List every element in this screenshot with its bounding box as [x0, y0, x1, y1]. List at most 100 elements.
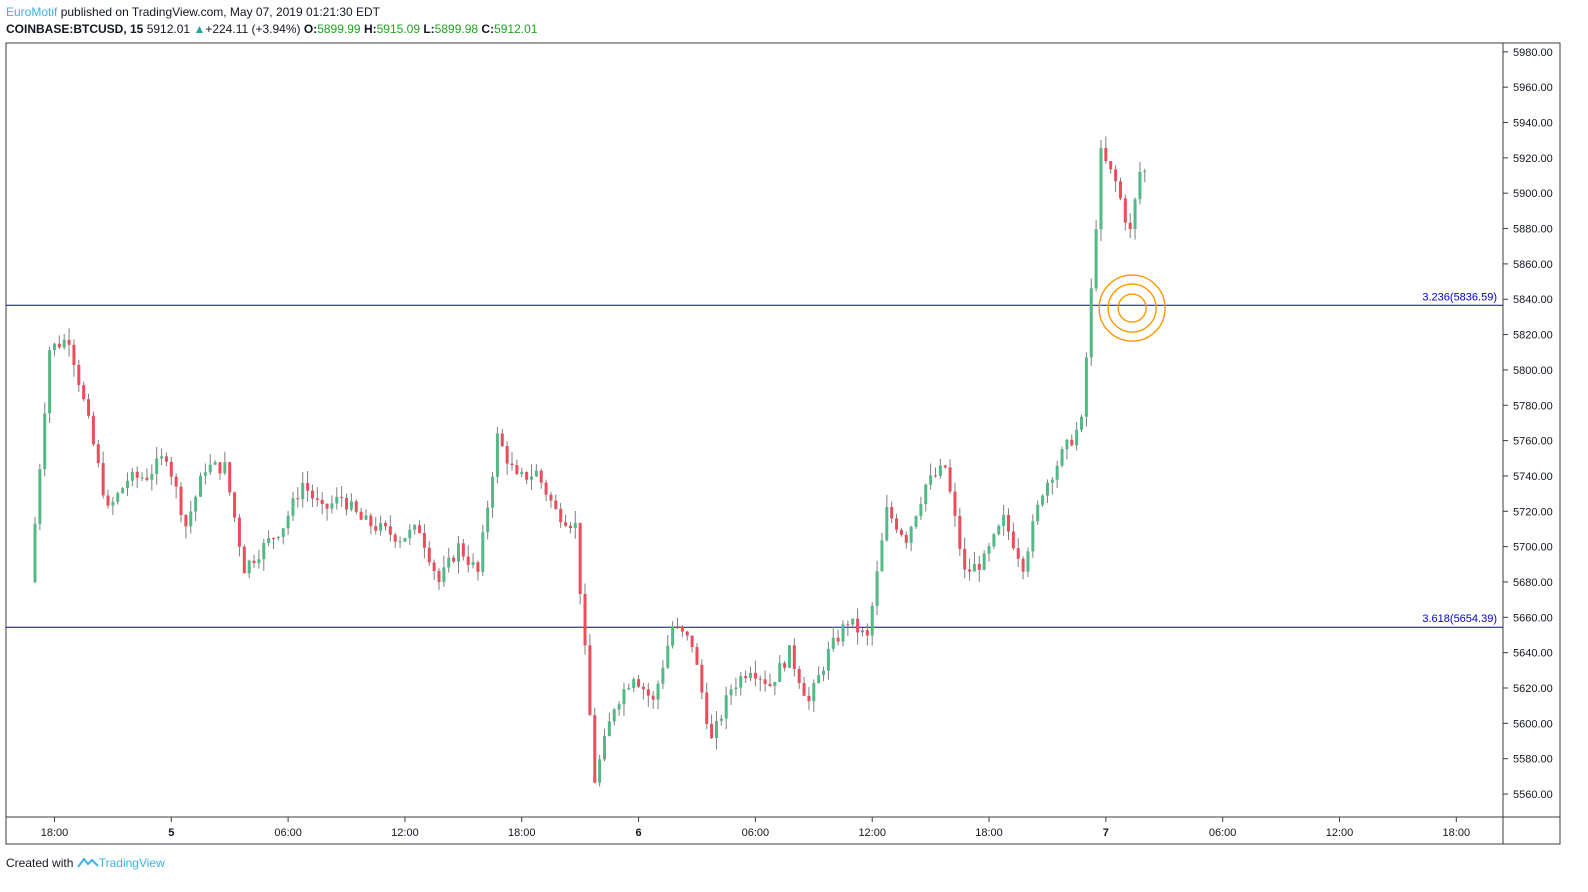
candle-body [549, 494, 553, 501]
marker-circle[interactable] [1098, 274, 1166, 342]
candle-body [525, 471, 529, 480]
x-tick-label: 7 [1103, 827, 1109, 839]
candle-body [612, 709, 616, 722]
candle-body [783, 663, 787, 668]
candle-body [890, 507, 894, 519]
candle-body [1060, 449, 1064, 466]
candle-body [422, 533, 426, 548]
candle-body [851, 618, 855, 625]
candle-body [856, 618, 860, 633]
candle-body [938, 465, 942, 476]
candle-body [481, 532, 485, 572]
close-label: C: [481, 22, 495, 36]
x-tick-label: 5 [168, 827, 174, 839]
candle-body [461, 543, 465, 557]
symbol-ohlc-line: COINBASE:BTCUSD, 15 5912.01 ▲+224.11 (+3… [6, 22, 537, 36]
candle-body [977, 563, 981, 570]
x-tick-label: 18:00 [975, 827, 1003, 839]
candle-body [62, 339, 66, 348]
candle-body [388, 526, 392, 535]
tradingview-brand[interactable]: TradingView [98, 856, 165, 870]
candle-body [637, 679, 641, 687]
last-price: 5912.01 [146, 22, 191, 36]
candle-body [875, 571, 879, 606]
candle-body [865, 630, 869, 636]
author-link[interactable]: EuroMotif [6, 5, 58, 19]
candle-body [578, 522, 582, 594]
candle-body [860, 630, 864, 633]
low-value: 5899.98 [434, 22, 479, 36]
candle-body [924, 484, 928, 505]
candle-body [1109, 161, 1113, 170]
candle-body [1021, 558, 1025, 572]
candle-body [383, 522, 387, 527]
high-value: 5915.09 [376, 22, 420, 36]
candle-body [1094, 229, 1098, 289]
candle-body [919, 504, 923, 517]
candle-body [1036, 504, 1040, 522]
candle-body [568, 525, 572, 529]
candle-body [719, 718, 723, 721]
candle-body [968, 569, 972, 572]
candle-body [602, 736, 606, 760]
y-tick-label: 5680.00 [1513, 577, 1553, 589]
candle-body [627, 687, 631, 690]
candle-body [797, 669, 801, 684]
candle-body [646, 689, 650, 696]
candle-body [895, 518, 899, 530]
candle-body [802, 683, 806, 696]
candle-body [744, 676, 748, 679]
candle-body [690, 635, 694, 648]
x-tick-label: 12:00 [858, 827, 886, 839]
created-with-text: Created with [6, 856, 74, 870]
y-tick-label: 5840.00 [1513, 294, 1553, 306]
candle-body [500, 433, 504, 447]
candle-body [403, 538, 407, 542]
candle-body [1075, 429, 1079, 446]
candle-body [758, 678, 762, 680]
candle-body [169, 461, 173, 477]
candle-body [418, 525, 422, 534]
candle-body [345, 497, 349, 510]
candle-body [778, 663, 782, 682]
candle-body [831, 637, 835, 649]
candle-body [972, 563, 976, 572]
candle-body [987, 546, 991, 554]
x-tick-label: 06:00 [742, 827, 770, 839]
marker-circle[interactable] [1107, 283, 1157, 333]
candle-body [948, 467, 952, 492]
candle-body [379, 522, 383, 531]
candle-body [247, 560, 251, 574]
candle-body [150, 474, 154, 480]
candle-body [33, 523, 37, 582]
candle-body [111, 501, 115, 506]
candle-body [87, 399, 91, 416]
candle-body [437, 571, 441, 583]
x-tick-label: 18:00 [1443, 827, 1471, 839]
created-with: Created with TradingView [6, 856, 165, 870]
candle-body [1133, 199, 1137, 229]
marker-circle[interactable] [1117, 293, 1147, 323]
candle-body [310, 490, 314, 499]
candle-body [632, 679, 636, 688]
candle-body [1045, 482, 1049, 496]
candle-body [899, 529, 903, 535]
candle-body [671, 626, 675, 646]
candle-body [447, 557, 451, 568]
candle-body [272, 538, 276, 540]
candle-body [491, 476, 495, 508]
candle-body [710, 723, 714, 739]
candle-body [1065, 439, 1069, 450]
high-label: H: [363, 22, 377, 36]
candle-body [427, 547, 431, 563]
x-tick-label: 6 [636, 827, 642, 839]
y-tick-label: 5980.00 [1513, 47, 1553, 59]
candle-body [495, 433, 499, 477]
candle-body [656, 683, 660, 700]
candle-body [184, 515, 188, 527]
candle-body [807, 695, 811, 702]
candle-body [529, 476, 533, 480]
candle-body [242, 546, 246, 574]
candle-body [963, 548, 967, 570]
